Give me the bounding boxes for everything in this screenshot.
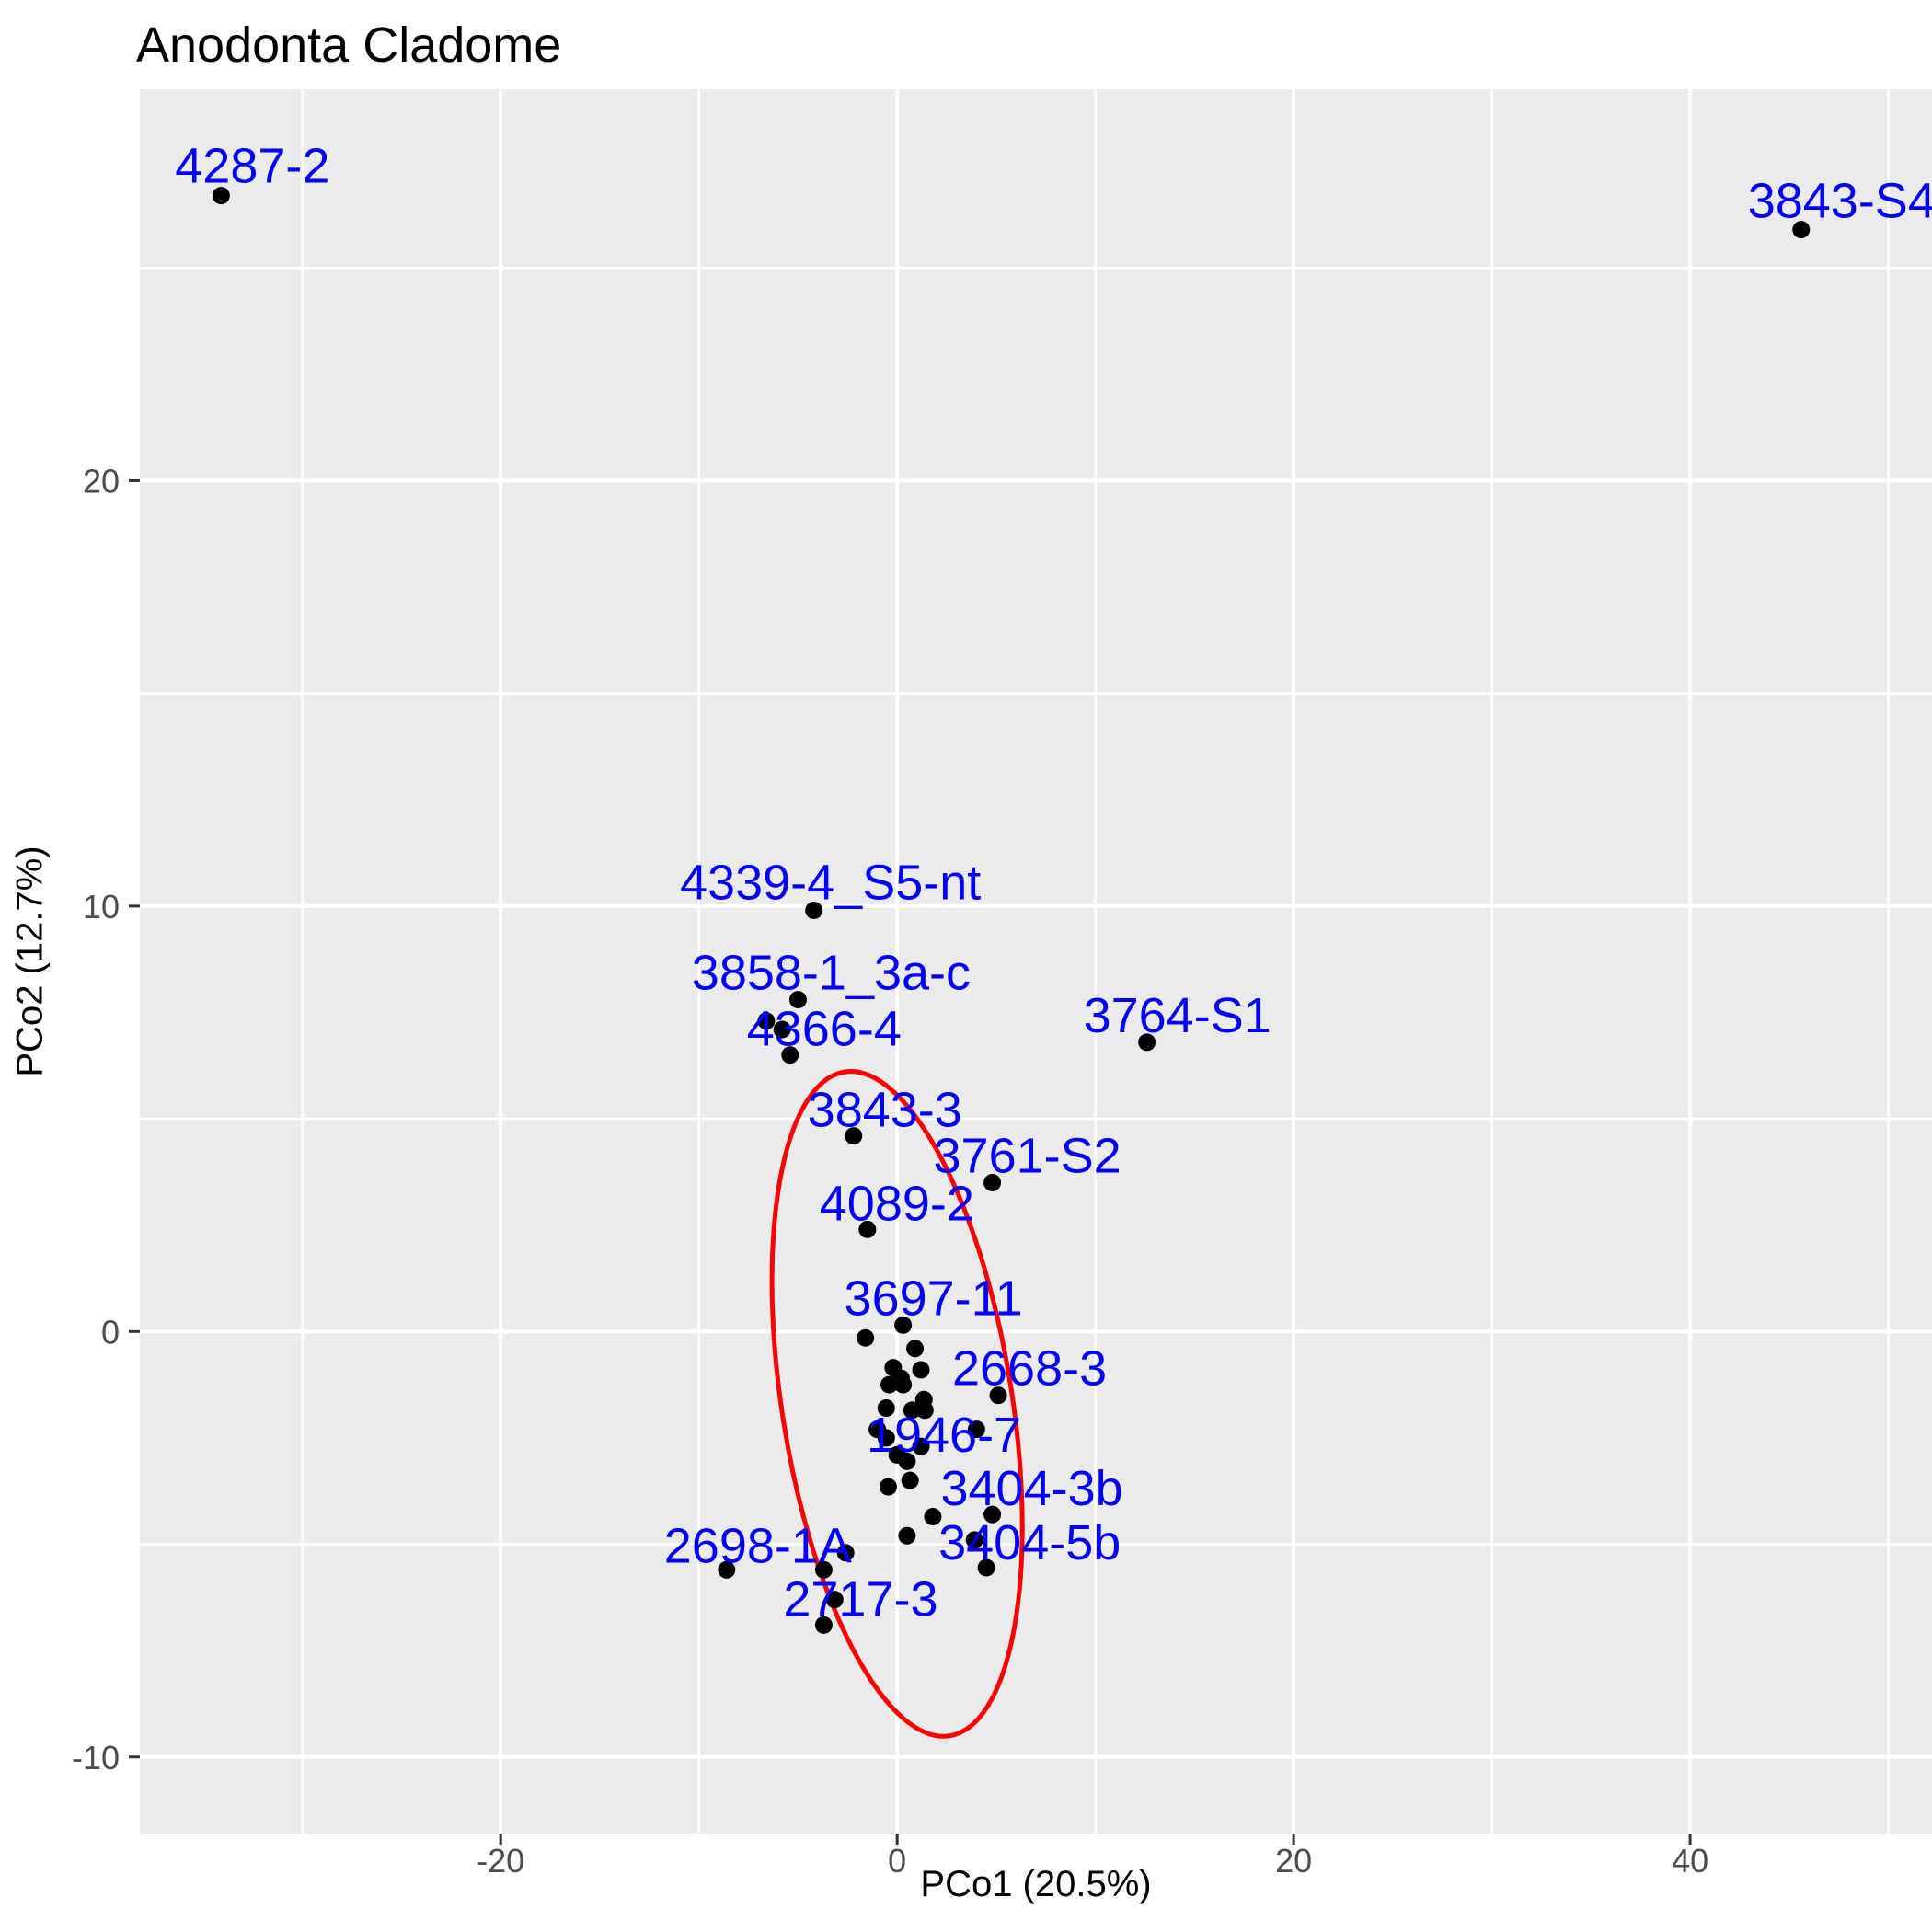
data-point <box>967 1420 985 1439</box>
data-point <box>977 1558 995 1577</box>
y-axis-title: PCo2 (12.7%) <box>9 845 51 1077</box>
data-point <box>906 1340 925 1358</box>
y-tick-label: -10 <box>72 1739 120 1777</box>
x-tick-label: 40 <box>1672 1842 1708 1880</box>
chart-title: Anodonta Cladome <box>136 17 562 73</box>
data-point <box>773 1020 791 1039</box>
point-label: 1946-7 <box>867 1408 1021 1463</box>
data-point <box>894 1375 913 1394</box>
data-point <box>903 1401 921 1420</box>
data-point <box>814 1560 833 1579</box>
data-point <box>898 1452 916 1470</box>
x-tick-label: -20 <box>477 1842 524 1880</box>
point-label: 4287-2 <box>175 139 329 194</box>
point-label: 4339-4_S5-nt <box>680 856 981 911</box>
data-point <box>912 1437 930 1455</box>
data-point <box>788 991 807 1009</box>
point-label: 4366-4 <box>747 1002 902 1057</box>
x-tick-label: 20 <box>1275 1842 1312 1880</box>
data-point <box>814 1616 833 1634</box>
point-label: 3404-3b <box>940 1461 1122 1516</box>
point-label: 4089-2 <box>820 1176 974 1231</box>
point-label: 2698-1A <box>664 1518 852 1573</box>
point-label: 3761-S2 <box>934 1128 1121 1183</box>
point-label: 3404-5b <box>938 1515 1121 1570</box>
data-point <box>845 1127 863 1145</box>
y-tick-label: 10 <box>83 888 120 926</box>
x-axis-title: PCo1 (20.5%) <box>920 1864 1152 1904</box>
data-point <box>805 902 823 920</box>
data-point <box>877 1399 895 1418</box>
y-tick-label: 20 <box>83 462 120 500</box>
data-point <box>212 187 230 205</box>
data-point <box>781 1046 799 1064</box>
point-label: 3858-1_3a-c <box>692 946 971 1001</box>
y-tick-label: 0 <box>101 1313 120 1351</box>
data-point <box>858 1220 877 1238</box>
data-point <box>898 1526 916 1545</box>
data-point <box>879 1478 897 1496</box>
data-point <box>1792 221 1811 239</box>
data-point <box>912 1361 930 1379</box>
data-point <box>983 1173 1002 1191</box>
point-label: 3843-S4 <box>1748 174 1932 229</box>
point-label: 3843-3 <box>808 1083 962 1138</box>
data-point <box>825 1591 844 1609</box>
data-point <box>857 1328 875 1347</box>
data-point <box>989 1386 1007 1405</box>
cluster-ellipse <box>769 1069 1025 1739</box>
point-label: 2717-3 <box>783 1571 937 1627</box>
data-point <box>880 1375 899 1394</box>
data-point <box>757 1012 776 1030</box>
data-point <box>1138 1033 1156 1052</box>
data-point <box>877 1429 895 1447</box>
point-label: 3697-11 <box>845 1271 1023 1326</box>
data-point <box>718 1560 736 1579</box>
data-point <box>915 1401 934 1420</box>
data-point <box>983 1505 1002 1524</box>
data-point <box>894 1316 913 1334</box>
x-tick-label: 0 <box>888 1842 906 1880</box>
data-point <box>924 1507 942 1525</box>
data-point <box>836 1544 855 1562</box>
data-point <box>901 1471 919 1489</box>
point-label: 2668-3 <box>952 1341 1107 1397</box>
point-label: 3764-S1 <box>1084 988 1271 1043</box>
data-point <box>965 1531 983 1549</box>
plot-panel <box>140 89 1932 1834</box>
